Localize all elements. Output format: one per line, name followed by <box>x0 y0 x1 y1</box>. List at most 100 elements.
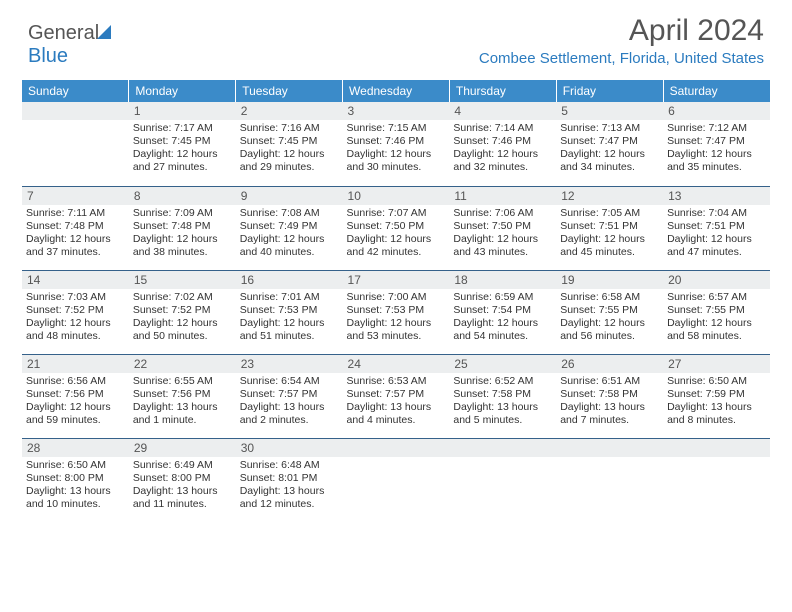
day-number: 14 <box>22 271 129 289</box>
detail-line: Sunrise: 6:53 AM <box>347 375 446 388</box>
detail-line: Daylight: 13 hours <box>26 485 125 498</box>
day-details: Sunrise: 7:17 AMSunset: 7:45 PMDaylight:… <box>129 120 236 176</box>
detail-line: Sunset: 7:47 PM <box>560 135 659 148</box>
calendar-cell <box>663 438 770 522</box>
detail-line: Daylight: 12 hours <box>240 317 339 330</box>
day-details: Sunrise: 7:04 AMSunset: 7:51 PMDaylight:… <box>663 205 770 261</box>
detail-line: Sunset: 7:51 PM <box>560 220 659 233</box>
detail-line: Daylight: 12 hours <box>26 317 125 330</box>
day-number: 10 <box>343 187 450 205</box>
detail-line: Sunset: 7:58 PM <box>453 388 552 401</box>
detail-line: and 11 minutes. <box>133 498 232 511</box>
detail-line: Daylight: 12 hours <box>347 233 446 246</box>
calendar-cell: 27Sunrise: 6:50 AMSunset: 7:59 PMDayligh… <box>663 354 770 438</box>
detail-line: Sunrise: 6:59 AM <box>453 291 552 304</box>
day-details: Sunrise: 7:07 AMSunset: 7:50 PMDaylight:… <box>343 205 450 261</box>
detail-line: Daylight: 12 hours <box>240 233 339 246</box>
detail-line: Sunset: 7:50 PM <box>453 220 552 233</box>
detail-line: Sunrise: 7:12 AM <box>667 122 766 135</box>
day-number <box>556 439 663 457</box>
day-details: Sunrise: 6:50 AMSunset: 8:00 PMDaylight:… <box>22 457 129 513</box>
detail-line: Sunrise: 6:56 AM <box>26 375 125 388</box>
day-number <box>343 439 450 457</box>
detail-line: Sunrise: 6:52 AM <box>453 375 552 388</box>
day-number: 26 <box>556 355 663 373</box>
calendar-row: 21Sunrise: 6:56 AMSunset: 7:56 PMDayligh… <box>22 354 770 438</box>
detail-line: Daylight: 12 hours <box>560 233 659 246</box>
detail-line: Daylight: 12 hours <box>133 233 232 246</box>
detail-line: Daylight: 12 hours <box>240 148 339 161</box>
calendar-cell: 21Sunrise: 6:56 AMSunset: 7:56 PMDayligh… <box>22 354 129 438</box>
day-number: 2 <box>236 102 343 120</box>
detail-line: and 34 minutes. <box>560 161 659 174</box>
calendar-row: 14Sunrise: 7:03 AMSunset: 7:52 PMDayligh… <box>22 270 770 354</box>
detail-line: and 48 minutes. <box>26 330 125 343</box>
calendar-cell: 11Sunrise: 7:06 AMSunset: 7:50 PMDayligh… <box>449 186 556 270</box>
day-number: 28 <box>22 439 129 457</box>
detail-line: and 37 minutes. <box>26 246 125 259</box>
day-details: Sunrise: 7:16 AMSunset: 7:45 PMDaylight:… <box>236 120 343 176</box>
detail-line: Daylight: 13 hours <box>240 401 339 414</box>
detail-line: Sunset: 7:45 PM <box>133 135 232 148</box>
detail-line: and 7 minutes. <box>560 414 659 427</box>
day-number: 4 <box>449 102 556 120</box>
weekday-header: Monday <box>129 80 236 102</box>
weekday-header: Thursday <box>449 80 556 102</box>
detail-line: Sunrise: 7:02 AM <box>133 291 232 304</box>
calendar-cell: 3Sunrise: 7:15 AMSunset: 7:46 PMDaylight… <box>343 102 450 186</box>
weekday-header: Sunday <box>22 80 129 102</box>
logo: General Blue <box>28 22 111 68</box>
detail-line: and 38 minutes. <box>133 246 232 259</box>
detail-line: Daylight: 13 hours <box>453 401 552 414</box>
day-details: Sunrise: 7:00 AMSunset: 7:53 PMDaylight:… <box>343 289 450 345</box>
day-details: Sunrise: 7:05 AMSunset: 7:51 PMDaylight:… <box>556 205 663 261</box>
day-details: Sunrise: 7:01 AMSunset: 7:53 PMDaylight:… <box>236 289 343 345</box>
detail-line: Sunset: 7:53 PM <box>347 304 446 317</box>
day-number: 13 <box>663 187 770 205</box>
day-details: Sunrise: 6:57 AMSunset: 7:55 PMDaylight:… <box>663 289 770 345</box>
day-number <box>663 439 770 457</box>
detail-line: and 40 minutes. <box>240 246 339 259</box>
detail-line: Daylight: 12 hours <box>560 148 659 161</box>
day-details: Sunrise: 7:12 AMSunset: 7:47 PMDaylight:… <box>663 120 770 176</box>
location-label: Combee Settlement, Florida, United State… <box>479 50 764 67</box>
detail-line: Daylight: 13 hours <box>560 401 659 414</box>
detail-line: Sunset: 7:55 PM <box>560 304 659 317</box>
day-number: 21 <box>22 355 129 373</box>
detail-line: Sunrise: 7:03 AM <box>26 291 125 304</box>
calendar-cell: 2Sunrise: 7:16 AMSunset: 7:45 PMDaylight… <box>236 102 343 186</box>
day-details: Sunrise: 7:09 AMSunset: 7:48 PMDaylight:… <box>129 205 236 261</box>
calendar-cell: 25Sunrise: 6:52 AMSunset: 7:58 PMDayligh… <box>449 354 556 438</box>
detail-line: Sunrise: 7:05 AM <box>560 207 659 220</box>
detail-line: Daylight: 12 hours <box>667 233 766 246</box>
detail-line: and 4 minutes. <box>347 414 446 427</box>
day-details: Sunrise: 6:52 AMSunset: 7:58 PMDaylight:… <box>449 373 556 429</box>
detail-line: Sunset: 7:48 PM <box>26 220 125 233</box>
detail-line: Daylight: 13 hours <box>133 485 232 498</box>
detail-line: Sunrise: 7:13 AM <box>560 122 659 135</box>
calendar-cell: 12Sunrise: 7:05 AMSunset: 7:51 PMDayligh… <box>556 186 663 270</box>
detail-line: Daylight: 12 hours <box>133 148 232 161</box>
detail-line: Sunrise: 6:48 AM <box>240 459 339 472</box>
detail-line: Daylight: 12 hours <box>453 317 552 330</box>
calendar-cell: 8Sunrise: 7:09 AMSunset: 7:48 PMDaylight… <box>129 186 236 270</box>
detail-line: Sunrise: 7:06 AM <box>453 207 552 220</box>
calendar-cell: 26Sunrise: 6:51 AMSunset: 7:58 PMDayligh… <box>556 354 663 438</box>
day-number: 8 <box>129 187 236 205</box>
weekday-header-row: Sunday Monday Tuesday Wednesday Thursday… <box>22 80 770 102</box>
detail-line: Sunset: 8:00 PM <box>26 472 125 485</box>
day-details: Sunrise: 6:48 AMSunset: 8:01 PMDaylight:… <box>236 457 343 513</box>
detail-line: and 58 minutes. <box>667 330 766 343</box>
detail-line: Sunset: 7:50 PM <box>347 220 446 233</box>
header: General Blue April 2024 Combee Settlemen… <box>0 0 792 72</box>
day-number: 17 <box>343 271 450 289</box>
day-number: 25 <box>449 355 556 373</box>
detail-line: Sunset: 7:45 PM <box>240 135 339 148</box>
detail-line: Daylight: 12 hours <box>453 148 552 161</box>
calendar-cell: 30Sunrise: 6:48 AMSunset: 8:01 PMDayligh… <box>236 438 343 522</box>
day-number: 12 <box>556 187 663 205</box>
day-number: 20 <box>663 271 770 289</box>
detail-line: Daylight: 13 hours <box>240 485 339 498</box>
detail-line: Sunrise: 7:16 AM <box>240 122 339 135</box>
detail-line: Sunrise: 6:57 AM <box>667 291 766 304</box>
